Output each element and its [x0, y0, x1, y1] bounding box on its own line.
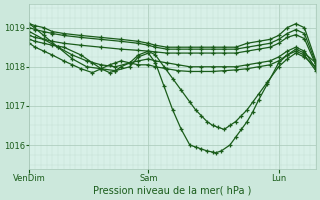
X-axis label: Pression niveau de la mer( hPa ): Pression niveau de la mer( hPa ): [93, 186, 252, 196]
